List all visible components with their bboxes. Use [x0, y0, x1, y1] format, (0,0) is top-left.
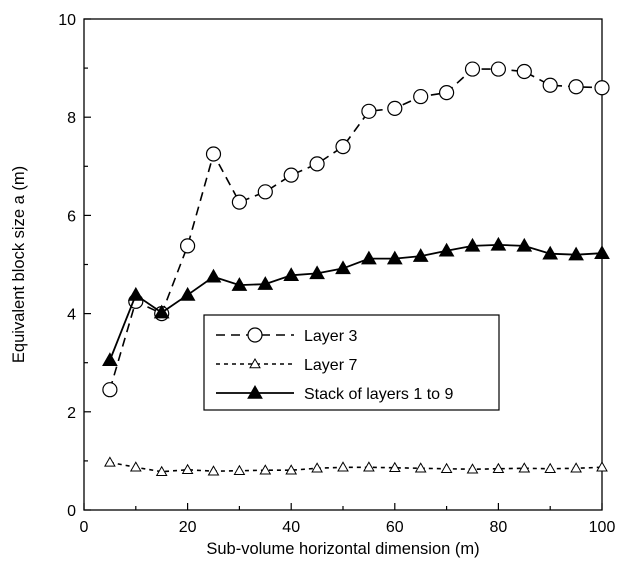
x-tick-label: 20: [179, 519, 197, 536]
data-point: [180, 238, 196, 254]
data-point: [179, 286, 196, 301]
data-point: [335, 139, 351, 155]
data-point: [464, 237, 481, 252]
data-point: [259, 464, 272, 475]
data-point: [309, 156, 325, 172]
x-axis-label: Sub-volume horizontal dimension (m): [206, 540, 479, 558]
data-point: [257, 276, 274, 290]
series-1: [104, 456, 608, 476]
data-point: [439, 85, 455, 101]
data-point: [570, 462, 582, 473]
data-point: [594, 245, 610, 259]
data-point: [440, 462, 453, 474]
data-point: [516, 237, 533, 252]
data-point: [542, 245, 559, 260]
y-tick-label: 6: [67, 208, 76, 225]
series-layer: [102, 61, 610, 476]
data-point: [104, 456, 116, 467]
legend-label: Stack of layers 1 to 9: [304, 386, 454, 403]
y-tick-label: 0: [67, 503, 76, 520]
data-point: [233, 464, 246, 475]
data-point: [388, 461, 401, 473]
data-point: [285, 464, 298, 475]
data-point: [518, 462, 531, 473]
data-point: [155, 465, 168, 476]
data-point: [387, 100, 403, 116]
data-point: [544, 462, 557, 474]
data-point: [568, 79, 584, 95]
series-0: [102, 61, 610, 398]
data-point: [386, 250, 403, 265]
data-point: [283, 267, 300, 282]
data-point: [413, 88, 429, 105]
data-point: [181, 463, 194, 474]
legend-marker: [247, 327, 263, 343]
y-tick-label: 2: [67, 405, 76, 422]
data-point: [231, 277, 248, 291]
legend: Layer 3 Layer 7 Stack of layers 1 to 9: [203, 314, 500, 411]
y-tick-label: 8: [67, 110, 76, 127]
data-point: [129, 461, 142, 472]
data-point: [542, 77, 558, 93]
data-point: [412, 248, 429, 262]
x-tick-label: 40: [282, 519, 300, 536]
data-point: [594, 80, 610, 96]
legend-marker: [249, 357, 261, 369]
data-point: [335, 260, 351, 275]
data-point: [127, 286, 144, 301]
data-point: [205, 146, 222, 162]
y-tick-label: 4: [67, 307, 76, 324]
data-point: [361, 250, 377, 265]
data-point: [207, 465, 220, 476]
data-point: [490, 61, 506, 77]
data-point: [337, 461, 349, 472]
legend-marker: [247, 384, 263, 399]
series-line: [109, 461, 603, 473]
data-point: [492, 462, 505, 474]
x-tick-label: 60: [386, 519, 404, 536]
y-axis-label: Equivalent block size a (m): [10, 166, 28, 363]
x-tick-label: 0: [80, 519, 89, 536]
legend-label: Layer 7: [304, 357, 357, 374]
data-point: [516, 63, 532, 80]
data-point: [311, 462, 323, 473]
data-point: [283, 167, 299, 183]
data-point: [205, 268, 222, 283]
data-point: [490, 236, 507, 251]
data-point: [464, 61, 481, 77]
data-point: [231, 194, 247, 210]
data-point: [309, 265, 325, 280]
series-2: [102, 236, 610, 366]
data-point: [568, 246, 584, 261]
data-point: [153, 304, 170, 319]
y-tick-label: 10: [58, 12, 76, 29]
legend-label: Layer 3: [304, 328, 357, 345]
data-point: [596, 461, 608, 472]
data-point: [361, 103, 377, 119]
x-tick-label: 80: [490, 519, 508, 536]
data-point: [438, 242, 455, 257]
x-tick-label: 100: [589, 519, 616, 536]
data-point: [363, 461, 375, 472]
data-point: [414, 462, 427, 473]
data-point: [466, 463, 479, 474]
data-point: [257, 184, 273, 200]
data-point: [102, 352, 118, 366]
data-point: [102, 382, 118, 398]
